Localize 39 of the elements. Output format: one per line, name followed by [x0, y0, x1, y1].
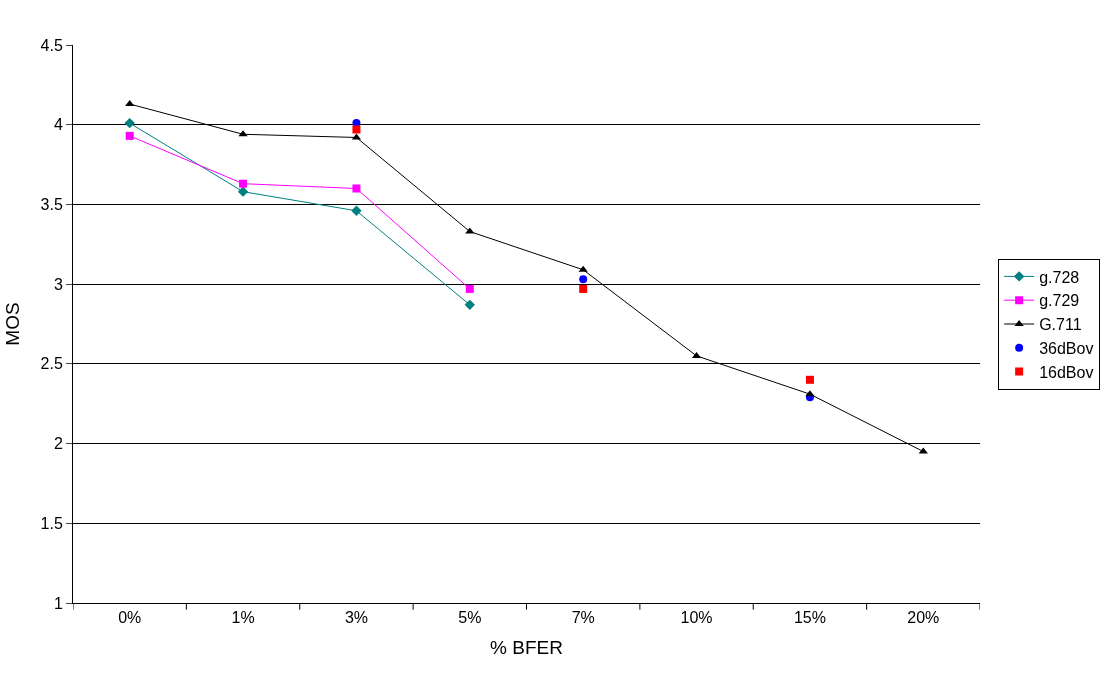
point [918, 447, 928, 454]
y-tick-label: 3 [53, 275, 63, 293]
y-tick-label: 2.5 [40, 355, 63, 373]
point [351, 205, 362, 217]
x-tick-label: 20% [907, 609, 940, 627]
y-tick-label: 4 [53, 116, 63, 134]
x-tick-label: 15% [793, 609, 826, 627]
y-tick-label: 1 [53, 594, 63, 612]
legend-label: g.728 [1039, 268, 1080, 286]
point [579, 284, 588, 293]
x-tick-label: 10% [680, 609, 713, 627]
point [465, 284, 474, 293]
x-tick-label: 3% [344, 609, 368, 627]
point [579, 275, 588, 284]
y-tick-label: 4.5 [40, 36, 63, 54]
legend-label: 16dBov [1039, 363, 1094, 381]
y-tick-label: 3.5 [40, 196, 63, 214]
point [465, 227, 475, 234]
y-tick-label: 2 [53, 435, 63, 453]
point [125, 99, 135, 106]
x-tick-label: 1% [231, 609, 255, 627]
legend-label: g.729 [1039, 292, 1080, 310]
x-tick-label: 5% [458, 609, 482, 627]
y-tick-label: 1.5 [40, 514, 63, 532]
point [464, 299, 476, 311]
point [125, 131, 134, 140]
y-axis-title: MOS [2, 302, 24, 346]
point [805, 375, 814, 384]
x-axis-title: % BFER [490, 637, 563, 658]
point [578, 265, 588, 272]
point [239, 179, 248, 188]
x-tick-label: 0% [118, 609, 142, 627]
legend-label: G.711 [1039, 316, 1082, 334]
point [352, 125, 361, 134]
legend-label: 36dBov [1039, 340, 1094, 358]
point [124, 117, 135, 129]
point [352, 184, 361, 193]
point [805, 390, 815, 397]
x-tick-label: 7% [571, 609, 595, 627]
